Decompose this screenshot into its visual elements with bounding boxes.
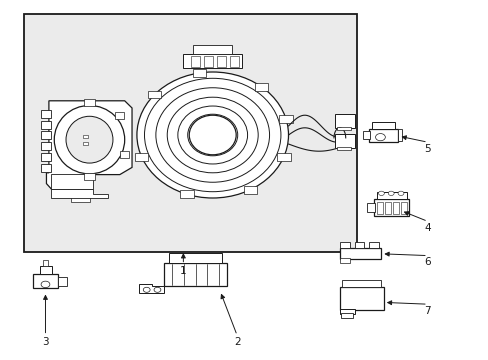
Bar xyxy=(147,91,161,99)
Bar xyxy=(33,274,58,288)
Bar xyxy=(134,153,148,161)
Bar xyxy=(203,56,212,67)
Bar xyxy=(337,147,350,150)
Bar xyxy=(24,14,356,252)
Bar xyxy=(392,202,398,214)
Bar xyxy=(190,56,199,67)
Bar xyxy=(58,277,66,286)
Bar xyxy=(401,202,407,214)
Bar xyxy=(63,188,90,196)
Bar xyxy=(376,202,382,214)
Bar xyxy=(376,192,406,199)
Text: 5: 5 xyxy=(424,144,430,154)
Bar xyxy=(397,129,402,141)
Bar xyxy=(339,309,354,314)
Text: 6: 6 xyxy=(424,257,430,267)
Bar xyxy=(371,122,394,129)
Ellipse shape xyxy=(54,105,124,174)
Bar xyxy=(41,121,51,129)
Bar xyxy=(183,54,242,68)
Ellipse shape xyxy=(189,115,236,155)
Bar xyxy=(51,174,93,189)
Bar xyxy=(366,203,374,212)
Bar xyxy=(41,153,51,161)
Bar xyxy=(83,99,95,106)
Text: 1: 1 xyxy=(180,266,186,276)
Text: 2: 2 xyxy=(233,337,240,347)
Bar xyxy=(192,69,206,77)
Polygon shape xyxy=(139,284,163,293)
Bar xyxy=(115,112,124,119)
Bar xyxy=(339,258,349,263)
Bar xyxy=(243,186,257,194)
Bar xyxy=(41,142,51,150)
Circle shape xyxy=(378,191,384,195)
Circle shape xyxy=(397,191,403,195)
Bar xyxy=(279,115,292,123)
Bar xyxy=(277,153,290,161)
Ellipse shape xyxy=(66,116,113,163)
Bar xyxy=(342,280,381,287)
Bar xyxy=(339,242,349,248)
Circle shape xyxy=(143,287,150,292)
Bar xyxy=(334,134,354,148)
Bar xyxy=(254,83,268,91)
Text: 3: 3 xyxy=(42,337,49,347)
Bar xyxy=(180,190,193,198)
Bar xyxy=(229,56,238,67)
Bar xyxy=(385,202,390,214)
Bar xyxy=(216,56,225,67)
Bar xyxy=(83,142,88,145)
Bar xyxy=(193,45,232,54)
Bar xyxy=(40,266,52,274)
Bar xyxy=(373,199,408,216)
Bar xyxy=(354,242,364,248)
Bar xyxy=(334,114,354,128)
Bar xyxy=(41,131,51,139)
Bar xyxy=(71,195,90,202)
Bar xyxy=(368,129,397,142)
Circle shape xyxy=(375,134,385,141)
Bar xyxy=(41,110,51,118)
Bar xyxy=(83,135,88,138)
Bar xyxy=(163,263,227,286)
Circle shape xyxy=(154,287,161,292)
Circle shape xyxy=(41,281,50,288)
Bar xyxy=(362,131,369,139)
Ellipse shape xyxy=(137,72,288,198)
Circle shape xyxy=(387,191,393,195)
Bar xyxy=(339,287,383,310)
Bar xyxy=(41,164,51,172)
Text: 4: 4 xyxy=(424,223,430,233)
Bar xyxy=(43,260,48,266)
Bar xyxy=(168,253,222,263)
Bar xyxy=(337,127,350,130)
Polygon shape xyxy=(51,189,107,198)
Polygon shape xyxy=(46,101,132,189)
Bar xyxy=(120,151,129,158)
Bar xyxy=(339,248,381,259)
Bar xyxy=(340,313,352,318)
Bar xyxy=(368,242,378,248)
Text: 7: 7 xyxy=(424,306,430,316)
Bar xyxy=(83,173,95,180)
